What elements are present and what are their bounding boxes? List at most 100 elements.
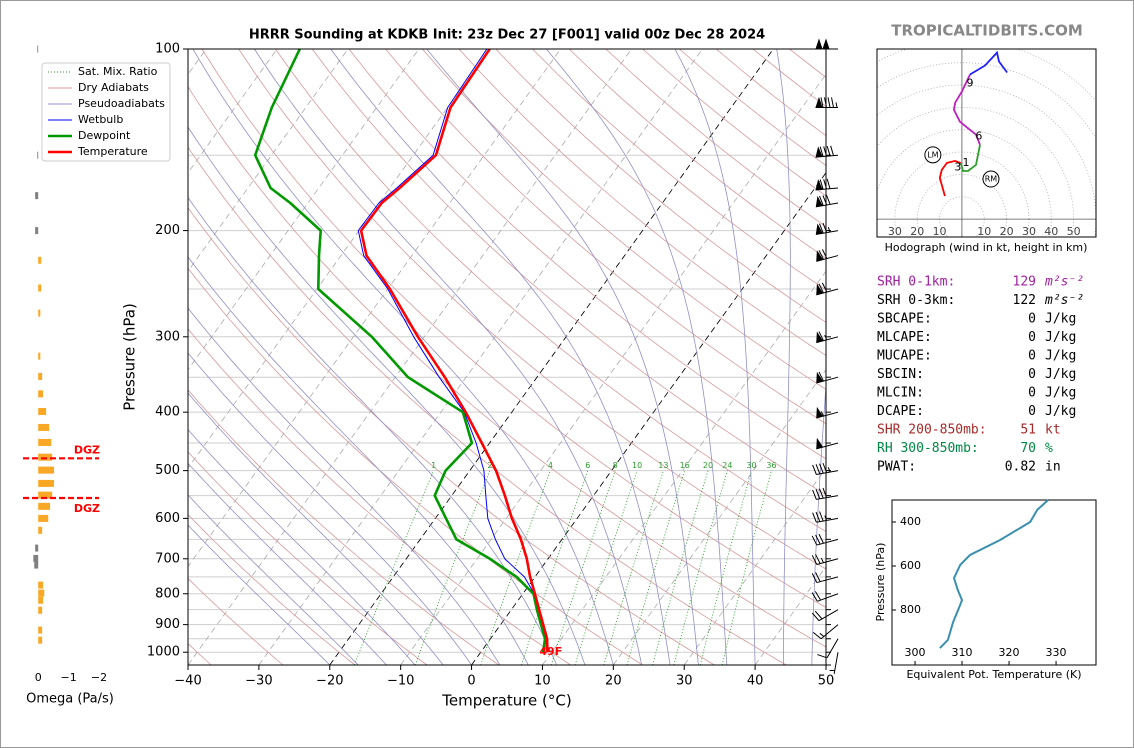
mixing-ratio-label: 2 bbox=[487, 461, 492, 470]
y-tick-label: 200 bbox=[155, 223, 180, 238]
pseudoadiabat bbox=[188, 256, 529, 665]
mixing-ratio-label: 16 bbox=[680, 461, 690, 470]
pseudoadiabat bbox=[188, 392, 444, 665]
skewt-plot: 1 2 4 6 8 10 13 16 20 24 30 36 bbox=[188, 49, 826, 665]
hodo-tick-label: 50 bbox=[1067, 225, 1081, 238]
omega-bar bbox=[34, 561, 39, 569]
dry-adiabat bbox=[421, 49, 826, 390]
omega-bar bbox=[35, 227, 39, 235]
omega-bar bbox=[37, 151, 39, 159]
index-label: MLCAPE: bbox=[877, 330, 932, 345]
hodo-tick-label: 20 bbox=[910, 225, 924, 238]
x-tick-label: −30 bbox=[245, 674, 272, 689]
y-tick-label: 100 bbox=[155, 42, 180, 57]
index-value: 70 bbox=[1020, 441, 1036, 456]
wind-barb bbox=[811, 591, 839, 602]
x-tick-label: 0 bbox=[467, 674, 475, 689]
legend-label: Temperature bbox=[77, 145, 148, 158]
wind-barb bbox=[816, 406, 839, 419]
legend-label: Sat. Mix. Ratio bbox=[78, 65, 158, 78]
index-value: 0 bbox=[1028, 330, 1036, 345]
isotherm bbox=[188, 49, 420, 371]
y-tick-label: 1000 bbox=[147, 645, 180, 660]
index-label: SRH 0-1km: bbox=[877, 275, 955, 290]
index-value: 0.82 bbox=[1005, 460, 1036, 475]
dry-adiabat bbox=[238, 49, 826, 570]
omega-bar bbox=[38, 491, 53, 499]
thetae-frame bbox=[891, 499, 1097, 666]
omega-bar bbox=[33, 554, 39, 562]
mixing-ratio-label: 36 bbox=[766, 461, 776, 470]
dry-adiabat bbox=[311, 49, 826, 496]
omega-bar bbox=[38, 514, 49, 522]
thetae-x-tick-label: 310 bbox=[952, 646, 973, 659]
index-label: SRH 0-3km: bbox=[877, 293, 955, 308]
hodo-tick-label: 10 bbox=[933, 225, 947, 238]
isotherm bbox=[258, 49, 703, 665]
dry-adiabat bbox=[201, 49, 826, 608]
y-tick-label: 500 bbox=[155, 463, 180, 478]
mixing-ratio-line bbox=[603, 470, 664, 665]
index-value: 0 bbox=[1028, 349, 1036, 364]
thetae-line bbox=[939, 499, 1049, 649]
y-axis-label: Pressure (hPa) bbox=[121, 303, 139, 411]
omega-bar bbox=[38, 502, 51, 510]
dry-adiabat bbox=[348, 49, 826, 460]
pseudoadiabat bbox=[811, 380, 826, 665]
omega-bar bbox=[35, 192, 39, 200]
mixing-ratio-label: 10 bbox=[632, 461, 642, 470]
hodo-trace bbox=[938, 159, 962, 197]
dry-adiabat bbox=[188, 85, 826, 648]
index-unit: kt bbox=[1045, 423, 1061, 438]
index-unit: J/kg bbox=[1045, 312, 1076, 327]
hodo-tick-label: 30 bbox=[888, 225, 902, 238]
omega-tick-label: 0 bbox=[35, 671, 42, 684]
mixing-ratio-line bbox=[652, 470, 709, 665]
mixing-ratio-label: 24 bbox=[722, 461, 732, 470]
height-label: 6 bbox=[975, 130, 982, 143]
wind-barb bbox=[812, 624, 839, 640]
legend-label: Wetbulb bbox=[78, 113, 123, 126]
site-name: TROPICALTIDBITS.COM bbox=[891, 22, 1083, 40]
isotherm bbox=[188, 49, 491, 469]
isotherm bbox=[188, 49, 632, 665]
wind-barb bbox=[812, 487, 839, 500]
surface-label: 49F bbox=[539, 645, 562, 658]
omega-tick-label: −1 bbox=[60, 671, 76, 684]
dry-adiabat bbox=[495, 49, 826, 323]
thetae-x-tick-label: 330 bbox=[1046, 646, 1067, 659]
mixing-ratio-label: 6 bbox=[585, 461, 590, 470]
omega-bar bbox=[38, 372, 43, 380]
storm-motion-label: LM bbox=[927, 150, 938, 159]
pseudoadiabat bbox=[188, 429, 416, 665]
index-unit: J/kg bbox=[1045, 367, 1076, 382]
dry-adiabat bbox=[188, 451, 428, 665]
mixing-ratio-label: 8 bbox=[613, 461, 618, 470]
index-unit: J/kg bbox=[1045, 330, 1076, 345]
wind-barb bbox=[816, 437, 839, 450]
dry-adiabat bbox=[188, 207, 715, 665]
hodo-tick-label: 30 bbox=[1022, 225, 1036, 238]
pseudoadiabat bbox=[188, 196, 557, 665]
dry-adiabat bbox=[188, 577, 284, 665]
x-tick-label: −20 bbox=[316, 674, 343, 689]
mixing-ratio-line bbox=[353, 470, 435, 665]
mixing-ratio-label: 13 bbox=[658, 461, 668, 470]
hodo-tick-label: 20 bbox=[1000, 225, 1014, 238]
x-axis-label: Temperature (°C) bbox=[441, 692, 571, 710]
storm-motion-marker bbox=[982, 170, 1000, 188]
thetae-y-tick-label: 600 bbox=[900, 559, 921, 572]
thetae-y-tick-label: 400 bbox=[900, 515, 921, 528]
wind-barb bbox=[811, 609, 839, 622]
index-label: RH 300-850mb: bbox=[877, 441, 979, 456]
wind-barb bbox=[816, 282, 839, 296]
isotherm bbox=[188, 49, 278, 174]
index-unit: m²s⁻² bbox=[1044, 275, 1084, 290]
storm-motion-label: RM bbox=[985, 175, 998, 184]
wind-barb bbox=[816, 331, 839, 344]
mixing-ratio-label: 20 bbox=[703, 461, 713, 470]
omega-bar bbox=[38, 309, 41, 317]
wind-barb bbox=[812, 462, 839, 475]
omega-bar bbox=[38, 466, 55, 474]
